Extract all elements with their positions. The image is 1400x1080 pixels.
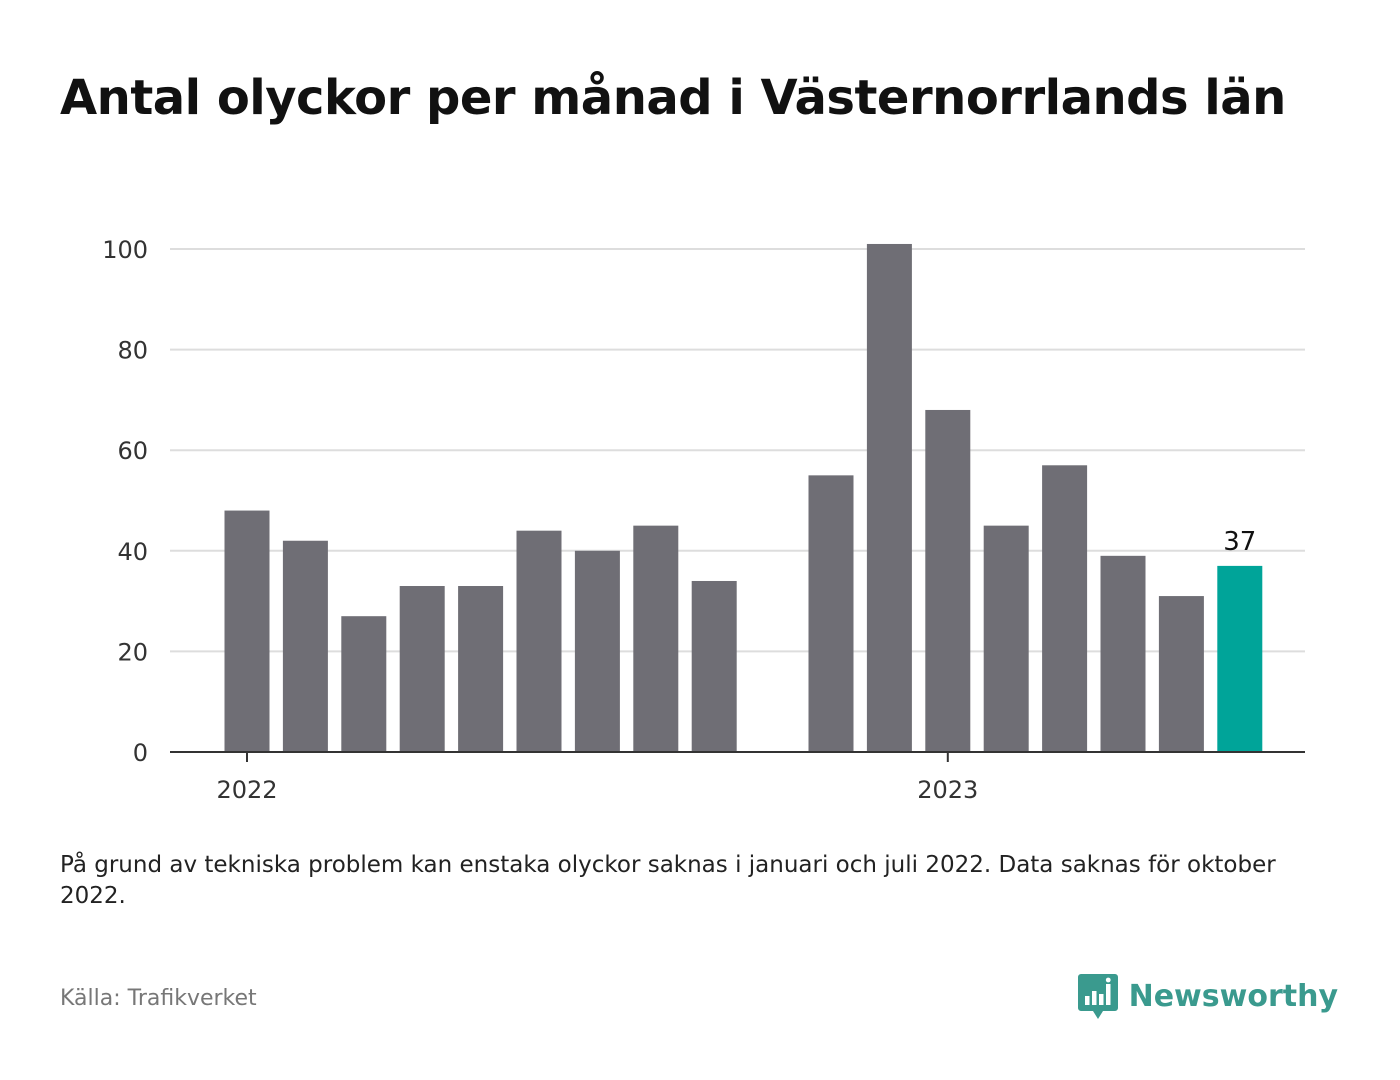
bar (282, 540, 328, 752)
bar-highlight (1217, 565, 1263, 752)
source-credit: Källa: Trafikverket (60, 986, 257, 1011)
y-tick-label: 60 (117, 437, 148, 465)
bar (691, 580, 737, 752)
y-tick-label: 100 (102, 236, 148, 264)
newsworthy-logo-icon (1077, 974, 1118, 1019)
bar (1042, 465, 1088, 752)
bar (516, 530, 562, 752)
bar (224, 510, 270, 752)
bars (224, 243, 1263, 752)
y-tick-label: 80 (117, 337, 148, 365)
y-tick-label: 0 (133, 739, 148, 767)
bar (983, 525, 1029, 752)
axes (170, 751, 1305, 762)
chart-note: På grund av tekniska problem kan enstaka… (60, 852, 1276, 909)
brand-logo: Newsworthy (1077, 972, 1338, 1020)
bar (925, 409, 971, 752)
bar-chart: 0 20 40 60 80 100 37 2022 2023 (102, 236, 1305, 804)
y-tick-label: 20 (117, 638, 148, 666)
data-label: 37 (1223, 527, 1256, 557)
bar (574, 550, 620, 752)
bar (1158, 596, 1204, 752)
y-tick-label: 40 (117, 538, 148, 566)
x-tick-label: 2023 (917, 776, 978, 804)
bar (341, 616, 387, 752)
bar (633, 525, 679, 752)
bar (458, 586, 504, 752)
bar (866, 243, 912, 752)
brand-name: Newsworthy (1128, 978, 1338, 1014)
bar (399, 586, 445, 752)
x-tick-label: 2022 (216, 776, 277, 804)
bar (808, 475, 854, 752)
bar (1100, 555, 1146, 752)
page-title: Antal olyckor per månad i Västernorrland… (60, 70, 1286, 126)
labels: 0 20 40 60 80 100 37 2022 2023 (102, 236, 1256, 804)
